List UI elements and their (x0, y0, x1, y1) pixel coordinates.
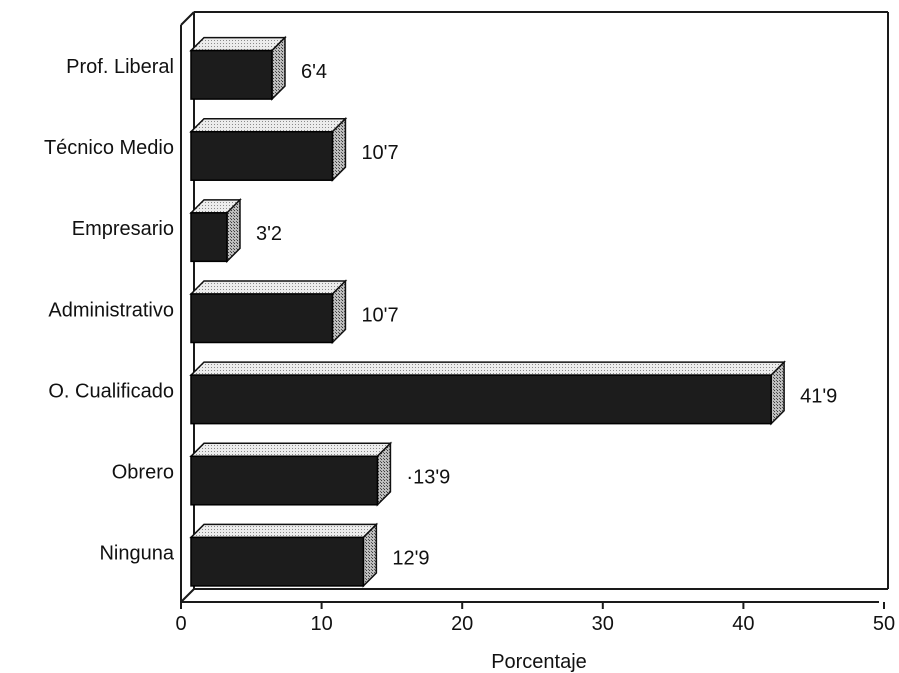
bar (190, 212, 228, 263)
bar-group: Técnico Medio 10'7 (44, 116, 399, 183)
x-tick-label: 0 (175, 613, 186, 635)
frame-floor-left-line (180, 588, 195, 603)
bar (190, 374, 772, 425)
category-label: Prof. Liberal (66, 56, 174, 78)
bars-group: Prof. Liberal 6'4 Técnico Medio 10'7 Empresa… (44, 35, 837, 588)
category-label: Administrativo (48, 299, 174, 321)
bar (190, 455, 379, 506)
category-label: Obrero (112, 462, 174, 484)
data-label: 3'2 (256, 223, 282, 245)
bar-group: O. Cualificado 41'9 (48, 360, 837, 426)
x-tick-label: 30 (592, 613, 614, 635)
bar-group: Administrativo 10'7 (48, 279, 399, 345)
x-axis: 0 10 20 30 40 50 (175, 602, 895, 635)
x-tick-label: 20 (451, 613, 473, 635)
data-label: ·13'9 (406, 467, 450, 489)
data-label: 10'7 (361, 142, 398, 164)
x-tick-label: 10 (310, 613, 332, 635)
category-label: O. Cualificado (48, 380, 174, 402)
bar-top-face (189, 523, 379, 539)
data-label: 41'9 (800, 385, 837, 407)
data-label: 6'4 (301, 61, 327, 83)
bar-top-face (189, 442, 393, 458)
bar (190, 293, 334, 344)
category-label: Empresario (72, 218, 174, 240)
frame-corner-line (180, 11, 195, 26)
data-label: 10'7 (361, 304, 398, 326)
category-label: Técnico Medio (44, 137, 174, 159)
bar-group: Ninguna 12'9 (99, 522, 430, 588)
x-tick-label: 40 (732, 613, 754, 635)
bar-top-face (189, 117, 348, 133)
bar (190, 49, 273, 100)
x-tick-label: 50 (873, 613, 895, 635)
bar-top-face (189, 361, 786, 376)
bar (190, 130, 334, 181)
bar-top-face (189, 280, 348, 295)
x-axis-title: Porcentaje (491, 651, 587, 673)
bar-group: Prof. Liberal 6'4 (66, 35, 327, 101)
bar-top-face (189, 36, 287, 52)
bar-group: Obrero ·13'9 (112, 441, 450, 507)
data-label: 12'9 (392, 548, 429, 570)
bar-group: Empresario 3'2 (72, 198, 282, 264)
bar (190, 536, 365, 587)
category-label: Ninguna (99, 543, 174, 565)
